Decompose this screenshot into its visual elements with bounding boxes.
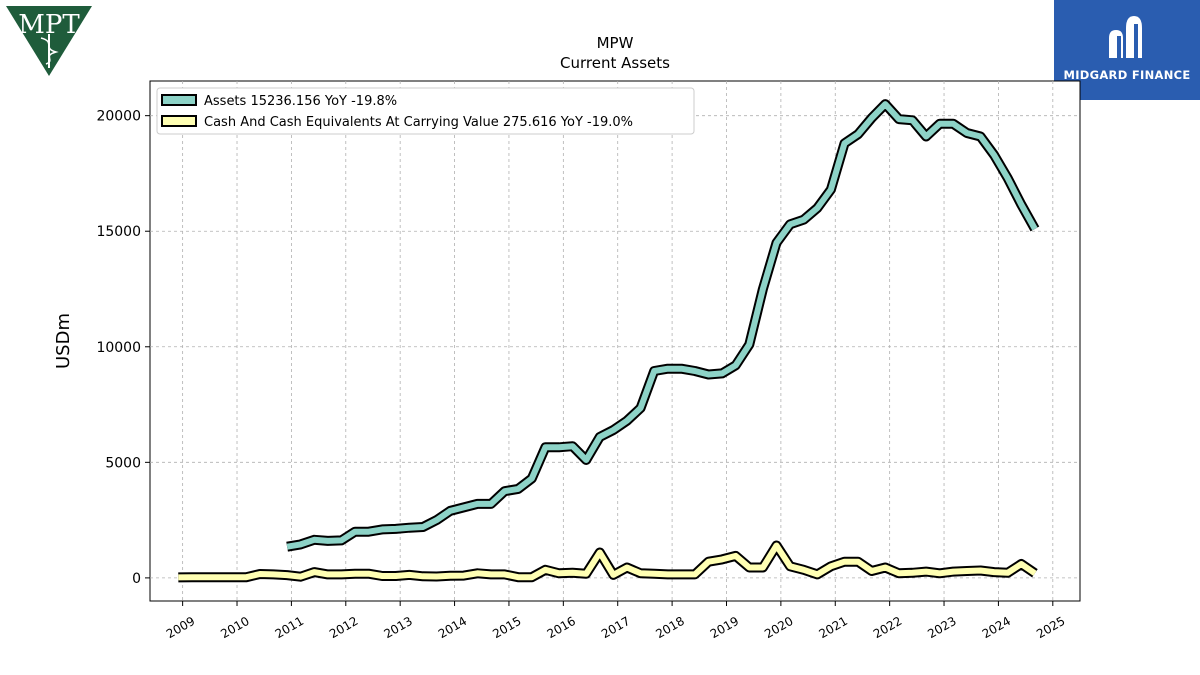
plot-area <box>149 80 1081 602</box>
x-tick-label: 2011 <box>273 614 306 641</box>
y-axis: 0 5000 10000 15000 20000 <box>96 109 150 587</box>
x-tick-label: 2015 <box>490 614 523 641</box>
legend-swatch-assets <box>161 94 197 106</box>
chart-title: MPW <box>597 34 634 52</box>
y-tick-label: 15000 <box>96 224 141 240</box>
legend: Assets 15236.156 YoY -19.8% Cash And Cas… <box>156 87 695 135</box>
y-tick-label: 20000 <box>96 109 141 125</box>
x-tick-label: 2024 <box>980 614 1013 641</box>
x-tick-label: 2023 <box>925 614 958 641</box>
x-tick-label: 2022 <box>871 614 904 641</box>
series-line-0 <box>286 101 1038 550</box>
y-axis-label: USDm <box>53 313 74 369</box>
midgard-logo-mark <box>1109 16 1142 58</box>
midgard-logo-text: MIDGARD FINANCE <box>1063 68 1191 82</box>
x-tick-label: 2016 <box>545 614 578 641</box>
y-tick-label: 0 <box>132 571 141 587</box>
mpt-logo: MPT <box>6 6 92 76</box>
mpt-logo-shape <box>6 6 92 76</box>
legend-swatch-cash <box>161 115 197 127</box>
y-tick-label: 10000 <box>96 340 141 356</box>
x-tick-label: 2009 <box>164 614 197 641</box>
x-tick-label: 2021 <box>817 614 850 641</box>
x-tick-label: 2018 <box>653 614 686 641</box>
x-tick-label: 2019 <box>708 614 741 641</box>
series-line-1 <box>178 542 1037 581</box>
legend-box <box>156 87 695 135</box>
x-tick-label: 2014 <box>436 614 469 641</box>
mpt-logo-text: MPT <box>18 10 80 40</box>
x-tick-label: 2012 <box>327 614 360 641</box>
legend-label-cash: Cash And Cash Equivalents At Carrying Va… <box>204 115 633 130</box>
y-tick-label: 5000 <box>105 455 141 471</box>
x-tick-label: 2020 <box>762 614 795 641</box>
x-axis: 2009 2010 2011 2012 2013 2014 2015 2016 2017 2018… <box>164 601 1068 641</box>
x-tick-label: 2025 <box>1034 614 1067 641</box>
series-layer <box>178 99 1040 583</box>
legend-label-assets: Assets 15236.156 YoY -19.8% <box>204 94 397 109</box>
x-tick-label: 2010 <box>218 614 251 641</box>
chart-subtitle: Current Assets <box>560 54 670 72</box>
x-tick-label: 2017 <box>599 614 632 641</box>
midgard-finance-logo: MIDGARD FINANCE <box>1054 0 1200 100</box>
x-tick-label: 2013 <box>381 614 414 641</box>
